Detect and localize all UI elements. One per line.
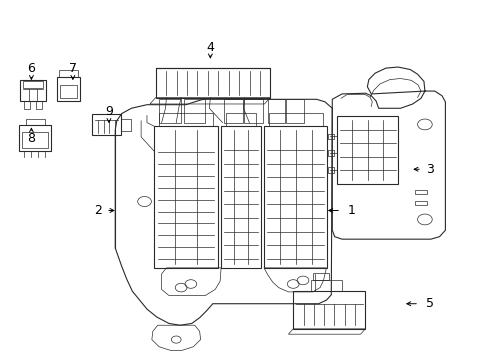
Bar xyxy=(311,280,341,291)
Bar xyxy=(59,70,78,77)
Bar xyxy=(336,116,397,184)
Text: 3: 3 xyxy=(425,163,433,176)
Bar xyxy=(159,113,212,126)
Bar xyxy=(154,126,217,268)
Bar xyxy=(225,113,256,126)
Bar xyxy=(286,99,303,123)
Bar xyxy=(121,119,131,131)
Text: 8: 8 xyxy=(27,132,35,145)
Bar xyxy=(159,99,181,123)
Bar xyxy=(19,126,51,151)
Text: 6: 6 xyxy=(27,62,35,75)
Bar xyxy=(156,68,270,98)
Bar xyxy=(92,114,121,135)
Text: 4: 4 xyxy=(206,41,214,54)
Bar xyxy=(22,132,48,148)
Bar xyxy=(224,99,242,123)
Text: 1: 1 xyxy=(347,204,355,217)
Bar xyxy=(414,201,427,205)
Bar xyxy=(267,99,285,123)
Bar xyxy=(57,77,80,101)
Bar xyxy=(414,190,427,194)
Bar xyxy=(24,101,29,109)
Bar xyxy=(268,113,322,126)
Text: 7: 7 xyxy=(69,62,77,75)
Bar xyxy=(244,99,263,123)
Bar xyxy=(25,119,44,126)
Bar xyxy=(60,85,77,98)
Bar xyxy=(313,273,329,280)
Text: 5: 5 xyxy=(425,297,433,310)
Bar xyxy=(36,101,41,109)
Text: 2: 2 xyxy=(94,204,102,217)
Bar xyxy=(328,134,333,139)
Bar xyxy=(328,167,333,173)
Bar xyxy=(20,80,45,101)
Bar xyxy=(328,150,333,156)
Bar xyxy=(293,291,365,329)
Bar xyxy=(221,126,261,268)
Bar xyxy=(22,81,43,88)
Text: 9: 9 xyxy=(105,105,113,118)
Bar xyxy=(183,99,205,123)
Bar xyxy=(264,126,327,268)
